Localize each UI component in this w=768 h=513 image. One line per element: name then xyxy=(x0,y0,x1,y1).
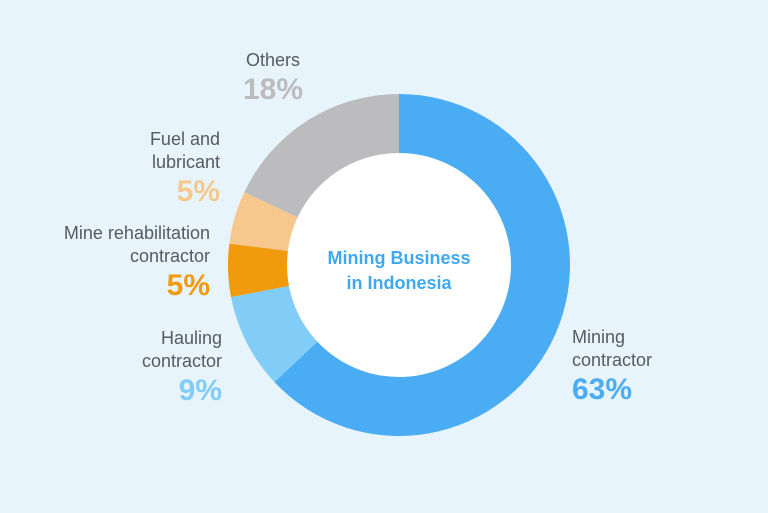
label-mining-contractor-name-1: Mining xyxy=(572,327,626,347)
label-hauling-contractor: Hauling contractor 9% xyxy=(142,327,222,409)
label-mine-rehabilitation-value: 5% xyxy=(166,269,210,302)
label-mining-contractor: Mining contractor 63% xyxy=(572,326,652,408)
chart-title: Mining Business in Indonesia xyxy=(299,246,499,296)
label-hauling-contractor-name-2: contractor xyxy=(141,351,222,371)
label-fuel-and-lubricant-value: 5% xyxy=(176,175,220,208)
label-others-name: Others xyxy=(245,50,301,70)
label-others: Others 18% xyxy=(220,49,326,108)
label-fuel-and-lubricant: Fuel and lubricant 5% xyxy=(150,128,220,210)
chart-title-line-2: in Indonesia xyxy=(346,273,452,293)
label-mine-rehabilitation-name-2: contractor xyxy=(129,246,210,266)
label-fuel-and-lubricant-name-2: lubricant xyxy=(151,152,220,172)
label-mine-rehabilitation-name-1: Mine rehabilitation xyxy=(63,223,210,243)
label-fuel-and-lubricant-name-1: Fuel and xyxy=(149,129,220,149)
label-others-value: 18% xyxy=(242,73,304,106)
label-hauling-contractor-name-1: Hauling xyxy=(160,328,222,348)
label-mining-contractor-value: 63% xyxy=(572,373,633,406)
label-mining-contractor-name-2: contractor xyxy=(572,350,653,370)
chart-title-line-1: Mining Business xyxy=(327,248,471,268)
donut-hole xyxy=(287,153,511,377)
label-hauling-contractor-value: 9% xyxy=(178,374,222,407)
label-mine-rehabilitation-contractor: Mine rehabilitation contractor 5% xyxy=(64,222,210,304)
